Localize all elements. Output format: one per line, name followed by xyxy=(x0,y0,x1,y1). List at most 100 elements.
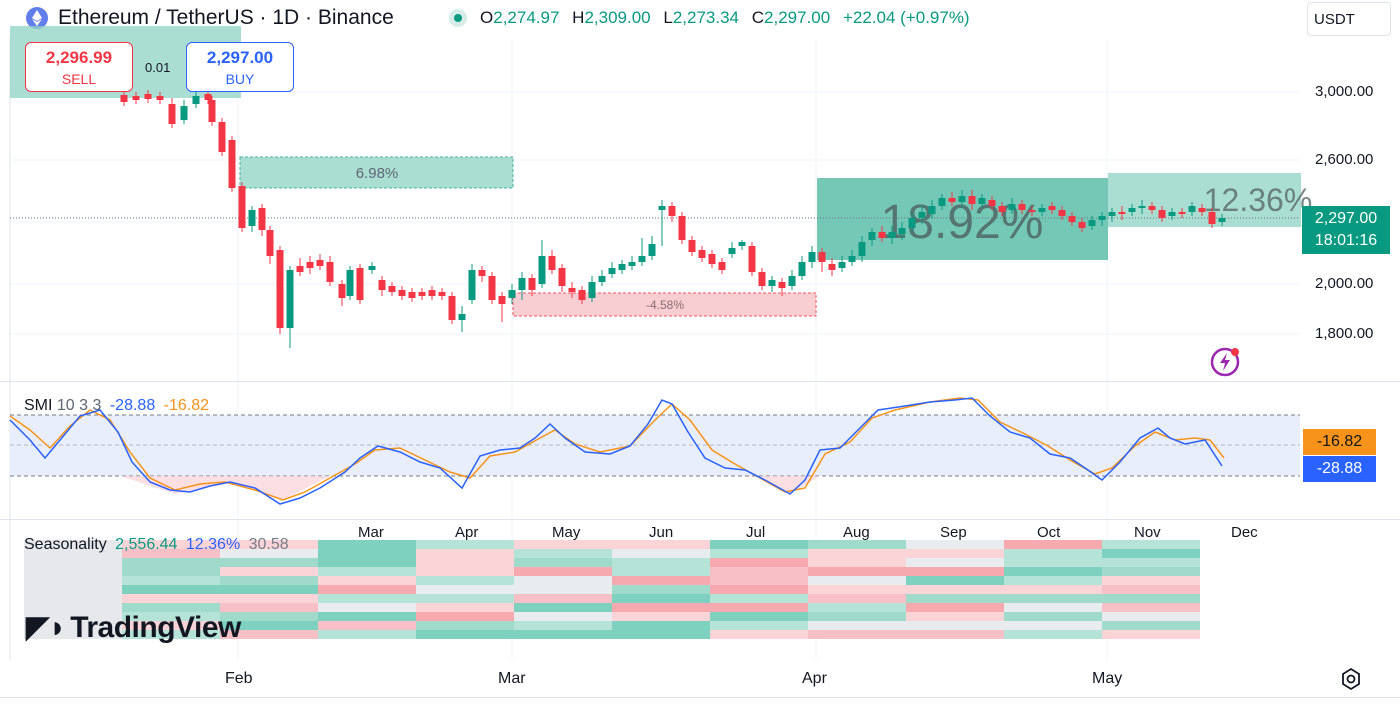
candle-body xyxy=(798,262,806,276)
tv-logo-mark-icon: ◤◗ xyxy=(26,611,67,644)
seasonality-cell xyxy=(906,540,1004,549)
seasonality-cell xyxy=(122,612,220,621)
smi-signal-tag: -16.82 xyxy=(1303,429,1376,455)
candles xyxy=(120,88,1226,348)
candle-body xyxy=(948,198,956,202)
seasonality-cell xyxy=(122,603,220,612)
candle-body xyxy=(1058,210,1066,216)
seasonality-cell xyxy=(122,585,220,594)
candle-body xyxy=(668,206,676,216)
seasonality-cell xyxy=(1004,558,1102,567)
candle-body xyxy=(1008,204,1016,210)
smi-name: SMI xyxy=(24,397,53,414)
seasonality-cell xyxy=(416,603,514,612)
seasonality-cell xyxy=(514,549,612,558)
candle-body xyxy=(1168,212,1176,216)
candle-body xyxy=(508,290,516,298)
candle-body xyxy=(1198,208,1206,212)
range-box-3 xyxy=(512,292,817,317)
smi-oversold-fill xyxy=(120,476,330,500)
smi-legend[interactable]: SMI 10 3 3 -28.88 -16.82 xyxy=(24,397,209,415)
seasonality-table xyxy=(24,540,1200,639)
candle-body xyxy=(120,95,128,102)
candle-body xyxy=(1098,216,1106,220)
seasonality-cell xyxy=(906,585,1004,594)
candle-body xyxy=(428,290,436,296)
candle-body xyxy=(908,218,916,228)
seasonality-cell xyxy=(220,621,318,630)
seasonality-month: Mar xyxy=(358,524,384,541)
seasonality-cell xyxy=(514,630,612,639)
seasonality-cell xyxy=(514,612,612,621)
seasonality-month: Jun xyxy=(649,524,674,541)
seasonality-cell xyxy=(612,549,710,558)
seasonality-cell xyxy=(612,594,710,603)
seasonality-name: Seasonality xyxy=(24,536,107,553)
candle-body xyxy=(1148,206,1156,210)
seasonality-cell xyxy=(514,621,612,630)
seasonality-cell xyxy=(612,576,710,585)
symbol-title[interactable]: Ethereum / TetherUS · 1D · Binance xyxy=(58,6,394,29)
market-status-icon[interactable] xyxy=(449,9,467,27)
seasonality-cell xyxy=(906,576,1004,585)
tradingview-logo[interactable]: ◤◗ TradingView xyxy=(26,610,241,645)
candle-body xyxy=(1108,212,1116,216)
seasonality-cell xyxy=(1004,630,1102,639)
seasonality-cell xyxy=(318,630,416,639)
seasonality-cell xyxy=(122,630,220,639)
sell-button[interactable]: 2,296.99 SELL xyxy=(25,42,133,92)
candle-body xyxy=(266,230,274,256)
candle-body xyxy=(728,248,736,254)
candle-body xyxy=(828,264,836,270)
close-key: C xyxy=(751,8,765,27)
candle-body xyxy=(238,186,246,228)
candle-body xyxy=(316,260,324,266)
order-quantity[interactable]: 0.01 xyxy=(145,60,171,75)
candle-body xyxy=(468,270,476,300)
seasonality-cell xyxy=(220,567,318,576)
time-axis-label: Apr xyxy=(802,670,827,687)
candle-body xyxy=(204,94,212,100)
range-label-2: -4.58% xyxy=(646,298,684,312)
candle-body xyxy=(548,256,556,270)
price-axis-label: 3,000.00 xyxy=(1315,83,1374,100)
seasonality-cell xyxy=(416,558,514,567)
seasonality-cell xyxy=(612,585,710,594)
seasonality-cell xyxy=(906,612,1004,621)
candle-body xyxy=(958,196,966,202)
settings-icon[interactable] xyxy=(1338,666,1364,692)
seasonality-cell xyxy=(710,567,808,576)
buy-button[interactable]: 2,297.00 BUY xyxy=(186,42,294,92)
seasonality-cell xyxy=(612,558,710,567)
seasonality-legend[interactable]: Seasonality 2,556.44 12.36% 30.58 xyxy=(24,536,289,554)
candle-body xyxy=(218,122,226,152)
candle-body xyxy=(638,256,646,262)
seasonality-cell xyxy=(710,630,808,639)
candle-body xyxy=(1078,222,1086,228)
chart-header: Ethereum / TetherUS · 1D · Binance O2,27… xyxy=(0,0,1391,36)
seasonality-month: Dec xyxy=(1231,524,1258,541)
pane-separator-1[interactable] xyxy=(0,381,1400,382)
candle-body xyxy=(458,314,466,320)
seasonality-cell xyxy=(710,540,808,549)
seasonality-cell xyxy=(318,585,416,594)
seasonality-cell xyxy=(220,540,318,549)
candle-body xyxy=(1048,206,1056,210)
seasonality-cell xyxy=(808,603,906,612)
seasonality-cell xyxy=(1102,594,1200,603)
candle-body xyxy=(598,276,606,282)
pane-separator-2[interactable] xyxy=(0,519,1400,520)
seasonality-cell xyxy=(318,612,416,621)
seasonality-cell xyxy=(220,585,318,594)
candle-body xyxy=(568,288,576,292)
flash-icon[interactable] xyxy=(1209,346,1241,378)
seasonality-cell xyxy=(808,594,906,603)
seasonality-cell xyxy=(416,549,514,558)
seasonality-cell xyxy=(612,630,710,639)
seasonality-cell xyxy=(24,585,122,594)
currency-select[interactable]: USDT xyxy=(1307,2,1391,36)
candle-body xyxy=(408,292,416,298)
smi-line xyxy=(9,397,1223,505)
seasonality-cell xyxy=(318,594,416,603)
